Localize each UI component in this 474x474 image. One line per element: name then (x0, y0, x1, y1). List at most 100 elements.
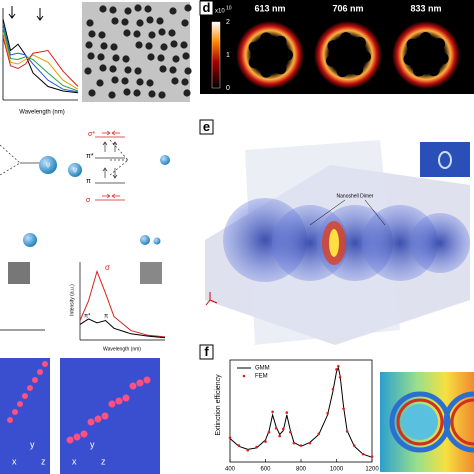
particle (136, 379, 144, 387)
axis-symbol: y (30, 439, 35, 449)
data-point (281, 427, 285, 431)
data-point (292, 441, 296, 445)
field-image (236, 21, 304, 89)
image-panel (0, 358, 50, 474)
particle (109, 65, 117, 73)
data-line (229, 366, 373, 458)
sphere-label: ψ (46, 163, 50, 169)
particle (157, 54, 165, 62)
particle (123, 29, 131, 37)
sphere-label: ψ (73, 168, 77, 174)
field-map-rings (389, 391, 474, 453)
core-particle (260, 32, 273, 45)
colorbar-tick-label: 2 (226, 19, 230, 26)
panel-label: e (203, 119, 210, 134)
inset-shell (438, 151, 452, 169)
colorbar-tick-label: 0 (226, 85, 230, 92)
panel-f: 400 600 800 1000 1200 GMM FEM (225, 359, 379, 473)
data-line (79, 318, 166, 339)
data-point (267, 430, 271, 434)
data-line (79, 269, 166, 338)
particle (42, 361, 48, 367)
data-line (2, 23, 79, 93)
particle (129, 382, 137, 390)
atom-sphere (68, 163, 82, 177)
core-particle (274, 62, 287, 75)
annotation: π* (84, 314, 91, 320)
particle (87, 418, 95, 426)
particle (182, 52, 190, 60)
core-particle (327, 40, 340, 53)
colorbar-tick-label: 1 (226, 52, 230, 59)
core-particle (353, 36, 366, 49)
particle (122, 55, 130, 63)
particle (86, 19, 94, 27)
particle (158, 91, 166, 99)
data-point (228, 436, 232, 439)
particle (160, 43, 168, 51)
particle (98, 31, 106, 39)
particle (88, 89, 96, 97)
x-tick-label: 1000 (330, 467, 344, 473)
particle (143, 376, 151, 384)
data-point (271, 410, 274, 414)
particle (148, 90, 156, 98)
particle (124, 66, 132, 74)
particle (183, 89, 191, 97)
particle (84, 67, 92, 75)
data-point (345, 430, 349, 433)
data-point (289, 430, 292, 434)
core-particle (436, 52, 449, 65)
particle (158, 28, 166, 36)
particle (111, 76, 119, 84)
atom-sphere (23, 233, 37, 247)
level-label: σ (86, 197, 91, 204)
core-particle (336, 65, 349, 78)
particle (85, 41, 93, 49)
colorbar-exponent: 10 (226, 5, 232, 11)
particle (108, 400, 116, 408)
core-particle (339, 32, 352, 45)
y-axis-label: Extinction efficiency (215, 374, 222, 436)
data-point (255, 445, 258, 449)
particle (122, 394, 130, 402)
data-point (326, 412, 329, 415)
level-label: π (86, 178, 91, 185)
particle (121, 18, 129, 26)
level-label: π* (86, 153, 94, 160)
core-particle (427, 64, 440, 77)
data-point (285, 411, 289, 414)
x-axis-label: Wavelength (nm) (19, 110, 64, 116)
data-line (2, 27, 79, 92)
inset-image (8, 262, 30, 284)
particle (134, 4, 142, 12)
particle (134, 67, 142, 75)
particle (184, 4, 192, 12)
particle (99, 64, 107, 72)
axis-symbol: z (101, 456, 106, 466)
particle (169, 66, 177, 74)
particle (181, 19, 189, 27)
particle (133, 30, 141, 38)
particle (17, 401, 23, 407)
core-particle (406, 38, 419, 51)
particle-chains (7, 361, 151, 444)
panel-e-scene (205, 140, 470, 345)
particle (97, 53, 105, 61)
particle (88, 30, 96, 38)
field-image (392, 21, 460, 89)
data-point (308, 441, 312, 445)
data-point (274, 426, 278, 430)
panel-c: Intensity (a.u.) Wavelength (nm) σ π* π (69, 262, 166, 352)
particle (133, 89, 141, 97)
particle (7, 417, 13, 423)
particle (168, 29, 176, 37)
data-point (335, 368, 338, 371)
particle (94, 415, 102, 423)
y-axis-label: Intensity (a.u.) (69, 284, 75, 316)
data-point (246, 448, 250, 452)
x-tick-label: 400 (225, 467, 236, 473)
core-particle (274, 35, 287, 48)
data-point (338, 375, 342, 379)
axis-symbol: x (12, 456, 17, 466)
